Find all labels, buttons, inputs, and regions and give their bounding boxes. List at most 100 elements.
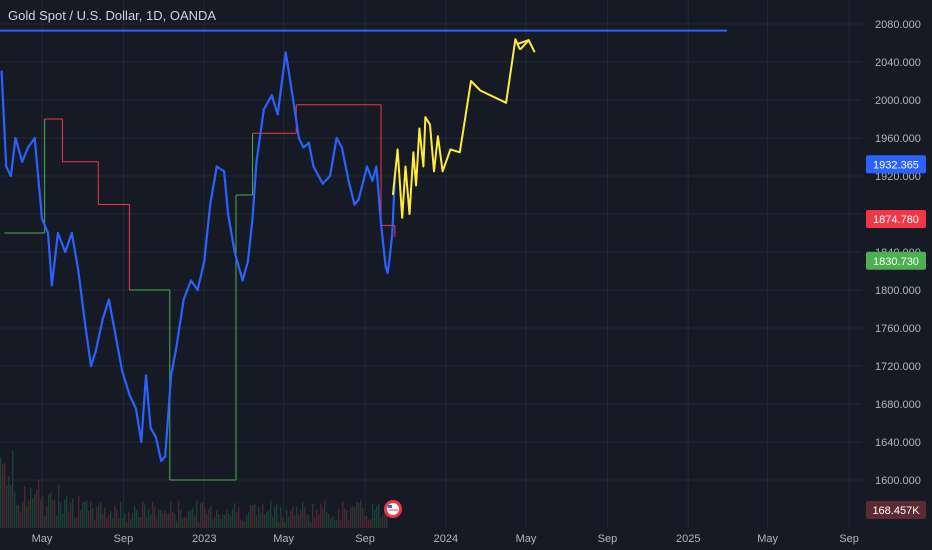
volume-bar — [220, 518, 222, 528]
volume-bar — [184, 516, 186, 528]
price-point — [134, 407, 138, 410]
price-point — [226, 212, 230, 216]
volume-bar — [18, 505, 20, 528]
volume-bar — [292, 506, 294, 528]
price-point — [328, 174, 332, 178]
price-point — [175, 345, 178, 349]
volume-bar — [310, 521, 312, 528]
price-point — [255, 160, 258, 163]
price-point — [56, 231, 59, 235]
price-point — [384, 265, 387, 268]
volume-bar — [294, 515, 296, 528]
projection-path[interactable] — [391, 38, 521, 219]
volume-bar — [324, 500, 326, 528]
volume-bar — [4, 463, 6, 528]
volume-bar — [346, 510, 348, 528]
volume-bar — [208, 508, 210, 528]
price-point — [154, 436, 157, 439]
flag-canton — [388, 505, 392, 508]
price-point — [46, 231, 50, 235]
volume-bar — [332, 515, 334, 528]
price-badge — [866, 209, 926, 228]
volume-bar — [372, 504, 374, 528]
volume-bar — [86, 500, 88, 528]
volume-bar — [70, 501, 72, 528]
projection-arrow-shaft — [519, 39, 530, 51]
volume-bar — [22, 502, 24, 528]
time-axis-background[interactable] — [0, 528, 932, 550]
volume-bar — [96, 507, 98, 528]
volume-bar — [322, 508, 324, 528]
price-point — [379, 222, 383, 225]
volume-bar — [162, 513, 164, 528]
volume-bar — [108, 515, 110, 528]
volume-bar — [186, 517, 188, 528]
volume-bar — [20, 511, 22, 528]
volume-bar — [104, 507, 106, 528]
volume-bar — [164, 510, 166, 528]
volume-bar — [192, 508, 194, 528]
volume-bar — [362, 507, 364, 528]
volume-bar — [366, 515, 368, 528]
volume-bar — [222, 514, 224, 528]
volume-bar — [248, 512, 250, 528]
volume-bar — [24, 485, 26, 528]
volume-bar — [326, 512, 328, 528]
price-point — [388, 257, 391, 260]
volume-bar — [360, 500, 362, 528]
price-point — [262, 108, 265, 111]
volume-bar — [380, 517, 382, 528]
volume-bar — [158, 508, 160, 528]
y-tick-label: 2000.000 — [875, 95, 921, 107]
volume-bar — [296, 506, 298, 528]
price-point — [312, 165, 315, 168]
volume-bar — [14, 492, 16, 528]
volume-bar — [138, 516, 140, 528]
price-point — [121, 369, 124, 372]
volume-bar — [264, 514, 266, 528]
volume-bar — [302, 502, 304, 528]
projection-arrow-head — [516, 38, 536, 53]
volume-bar — [268, 510, 270, 528]
volume-bar — [312, 503, 314, 528]
volume-bar — [66, 496, 68, 528]
price-point — [170, 374, 173, 377]
x-tick-label: Sep — [114, 533, 134, 545]
price-point — [357, 198, 360, 201]
volume-bar — [130, 519, 132, 528]
y-tick-label: 2080.000 — [875, 19, 921, 31]
volume-bar — [282, 517, 284, 528]
price-point — [196, 288, 199, 292]
volume-bar — [378, 504, 380, 528]
volume-bar — [76, 517, 78, 528]
volume-bar — [160, 509, 162, 528]
us-flag-icon[interactable] — [384, 500, 402, 518]
volume-bar — [74, 517, 76, 528]
volume-bar — [342, 501, 344, 528]
price-point — [297, 136, 300, 140]
volume-bar — [344, 508, 346, 528]
volume-bar — [172, 512, 174, 528]
volume-bar — [228, 514, 230, 528]
volume-bar — [278, 521, 280, 528]
volume-bar — [78, 496, 80, 528]
price-point — [128, 393, 131, 396]
volume-bar — [166, 513, 168, 528]
y-tick-label: 1800.000 — [875, 285, 921, 297]
volume-bar — [94, 520, 96, 528]
time-axis[interactable]: May Sep 2023 May Sep 2024 May Sep 2025 May Sep — [32, 533, 859, 545]
volume-bar — [374, 510, 376, 528]
price-point — [215, 165, 218, 168]
volume-bar — [72, 498, 74, 528]
volume-bar — [68, 511, 70, 528]
volume-bar — [190, 511, 192, 528]
projection-layer — [391, 38, 536, 219]
volume-bar — [134, 505, 136, 528]
volume-bar — [54, 500, 56, 528]
price-badge-label: 1830.730 — [873, 256, 919, 268]
volume-bar — [384, 509, 386, 528]
volume-bar — [272, 516, 274, 528]
volume-bar — [176, 520, 178, 528]
volume-bar — [150, 514, 152, 528]
